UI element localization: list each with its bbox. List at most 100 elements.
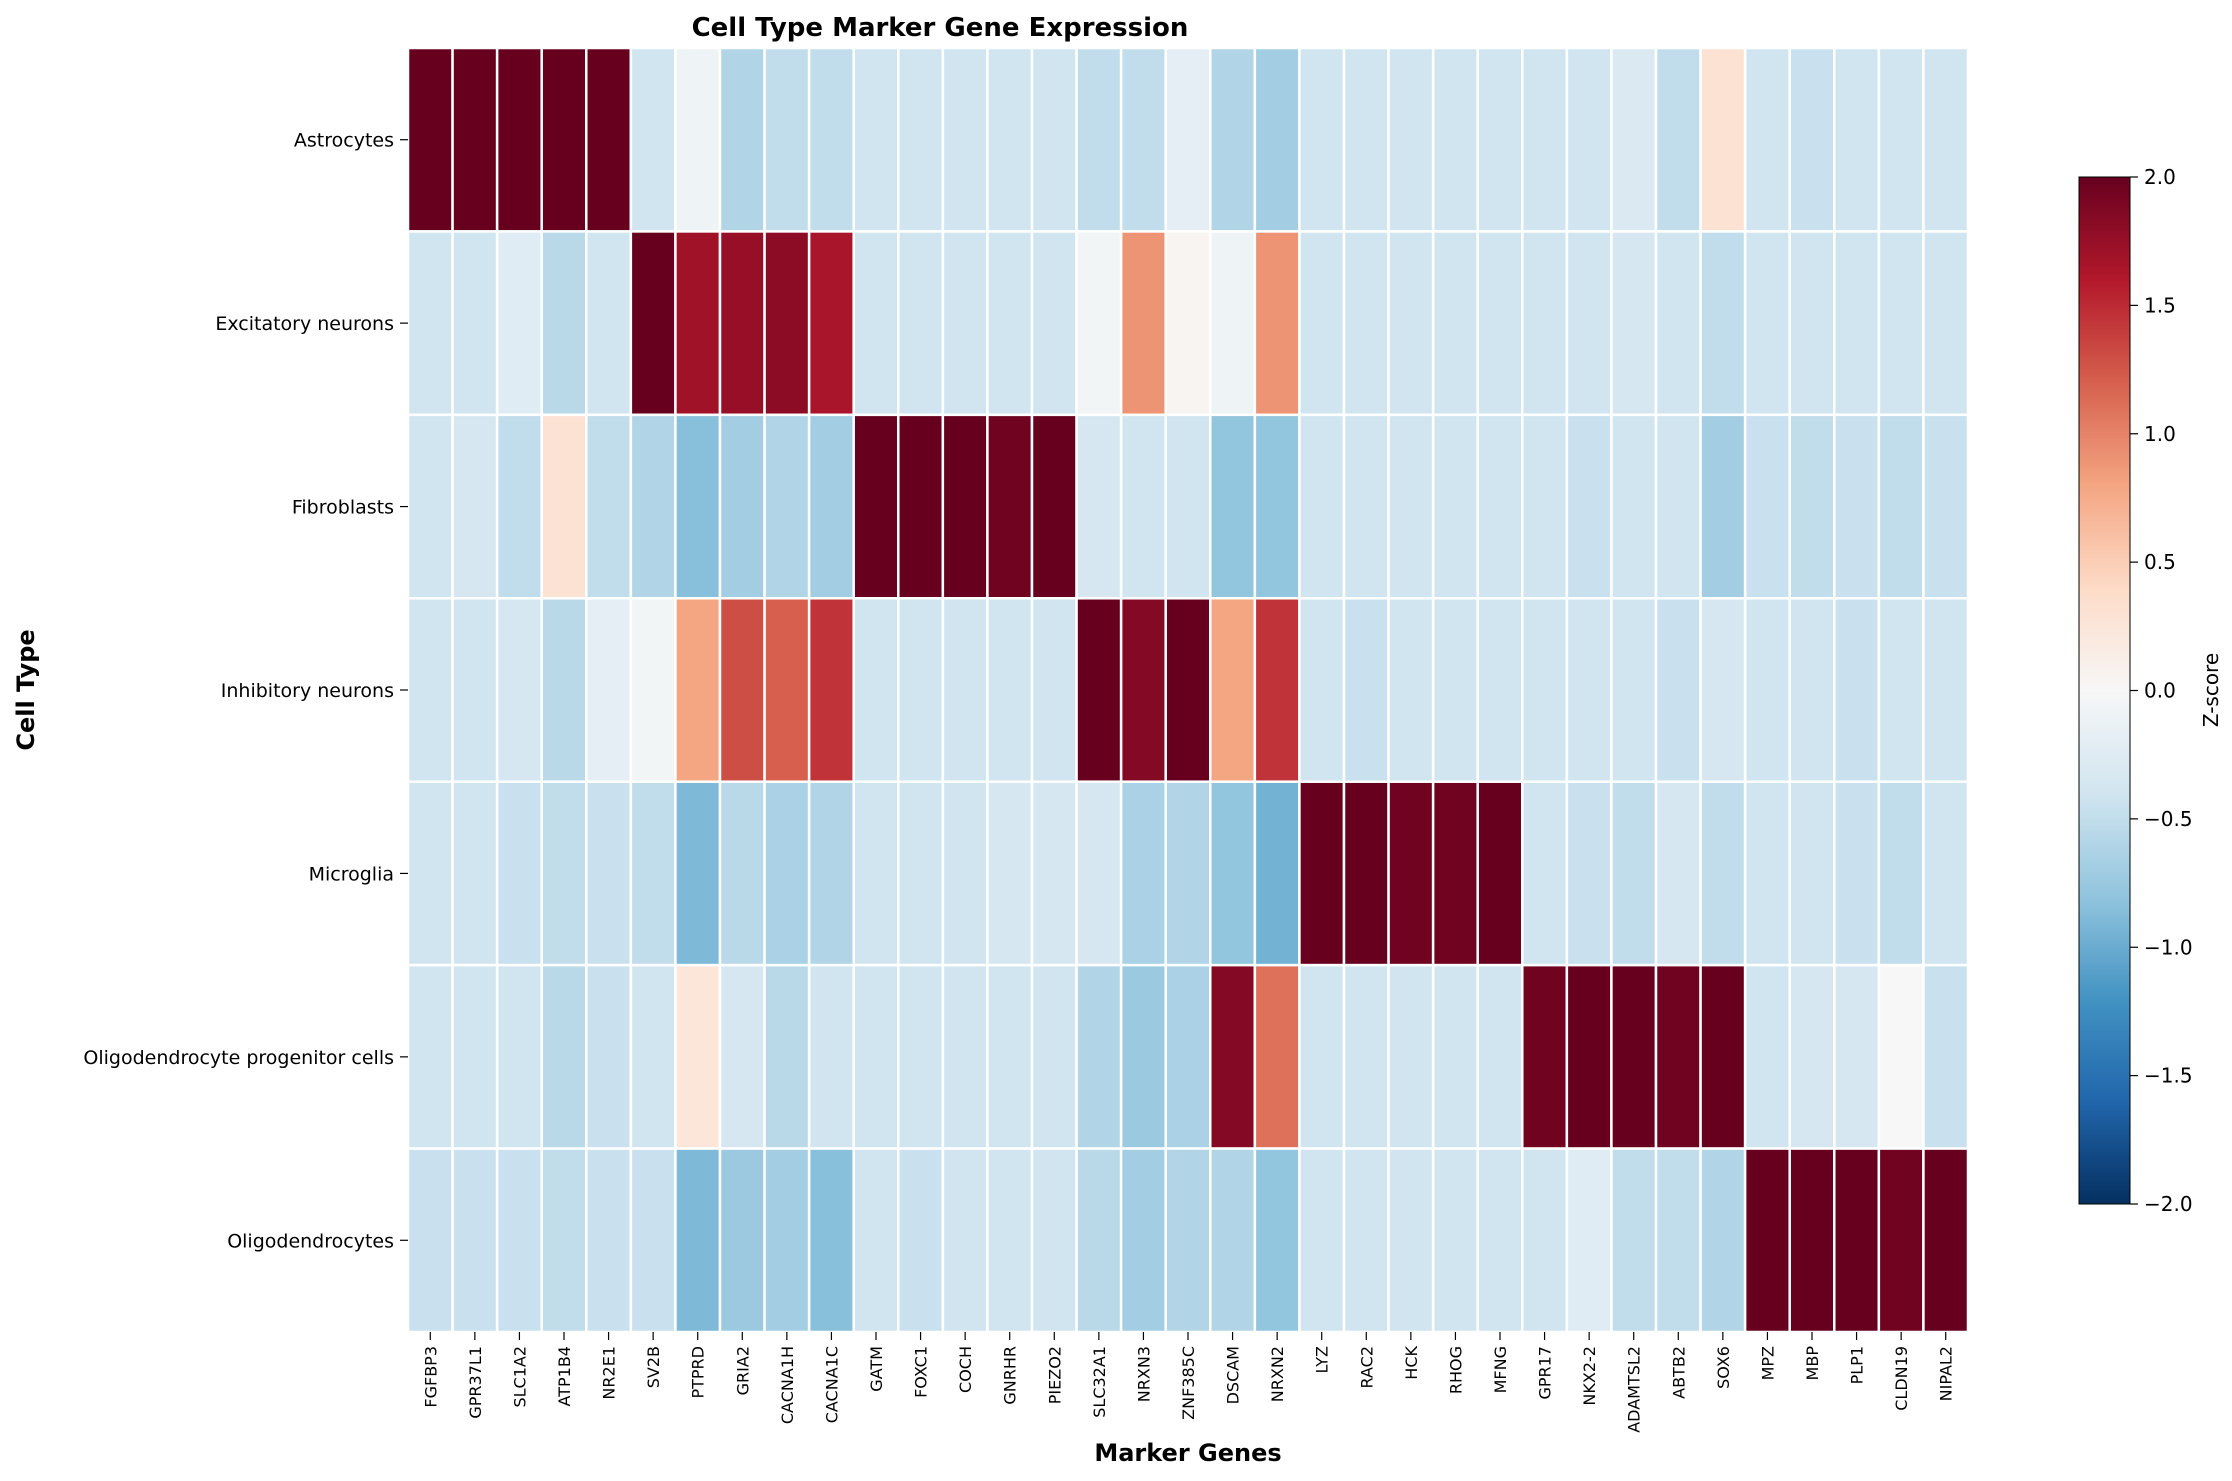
heatmap-cell bbox=[1521, 46, 1569, 233]
heatmap-cell bbox=[718, 963, 766, 1150]
heatmap-cell bbox=[674, 413, 722, 600]
heatmap-cell bbox=[1833, 46, 1881, 233]
heatmap-cell bbox=[1654, 413, 1702, 600]
heatmap-cell bbox=[941, 46, 989, 233]
heatmap-cell bbox=[540, 46, 588, 233]
heatmap-cell bbox=[1833, 230, 1881, 417]
heatmap-cell bbox=[1833, 413, 1881, 600]
heatmap-cell bbox=[1431, 413, 1479, 600]
heatmap-cell bbox=[718, 780, 766, 967]
heatmap-cell bbox=[1030, 597, 1078, 783]
column-label: SLC1A2 bbox=[510, 1346, 529, 1408]
heatmap-cell bbox=[495, 413, 543, 600]
heatmap-cell bbox=[1342, 597, 1390, 783]
y-axis-label: Cell Type bbox=[12, 629, 40, 750]
colorbar-frame bbox=[2078, 176, 2131, 1205]
heatmap-cell bbox=[1877, 780, 1925, 967]
heatmap-cell bbox=[1253, 963, 1301, 1150]
heatmap-cell bbox=[406, 597, 454, 783]
heatmap-cell bbox=[1788, 230, 1836, 417]
heatmap-cell bbox=[1209, 230, 1257, 417]
heatmap-cell bbox=[1342, 780, 1390, 967]
heatmap-cell bbox=[1164, 597, 1212, 783]
heatmap-cell bbox=[1387, 46, 1435, 233]
heatmap-cell bbox=[451, 230, 499, 417]
heatmap-cell bbox=[1699, 1147, 1747, 1334]
heatmap-cell bbox=[1788, 780, 1836, 967]
heatmap-cell bbox=[1342, 46, 1390, 233]
heatmap-cell bbox=[1431, 1147, 1479, 1334]
heatmap-cell bbox=[1922, 963, 1970, 1150]
heatmap-cell bbox=[852, 780, 900, 967]
heatmap-cell bbox=[1030, 1147, 1078, 1334]
heatmap-cell bbox=[1610, 780, 1658, 967]
heatmap-cell bbox=[1877, 1147, 1925, 1334]
heatmap-cell bbox=[986, 963, 1034, 1150]
heatmap-cell bbox=[897, 963, 945, 1150]
heatmap-cell bbox=[1387, 963, 1435, 1150]
heatmap-cell bbox=[1476, 780, 1524, 967]
heatmap-cell bbox=[852, 1147, 900, 1334]
heatmap-cell bbox=[763, 780, 811, 967]
row-label: Oligodendrocyte progenitor cells bbox=[83, 1047, 394, 1069]
heatmap-cell bbox=[1030, 963, 1078, 1150]
heatmap-cell bbox=[1922, 597, 1970, 783]
heatmap-cell bbox=[1922, 780, 1970, 967]
heatmap-cell bbox=[1922, 413, 1970, 600]
heatmap-cell bbox=[585, 413, 633, 600]
heatmap-cell bbox=[1610, 963, 1658, 1150]
heatmap-cell bbox=[807, 780, 855, 967]
heatmap-cell bbox=[1877, 230, 1925, 417]
heatmap-cell bbox=[540, 597, 588, 783]
heatmap-cell bbox=[1030, 230, 1078, 417]
heatmap-cell bbox=[1565, 46, 1613, 233]
chart-title: Cell Type Marker Gene Expression bbox=[692, 13, 1189, 43]
heatmap-cell bbox=[495, 46, 543, 233]
heatmap-cell bbox=[1476, 963, 1524, 1150]
heatmap-cell bbox=[941, 780, 989, 967]
heatmap-cell bbox=[1654, 597, 1702, 783]
heatmap-cell bbox=[941, 963, 989, 1150]
column-label: CACNA1C bbox=[822, 1346, 841, 1423]
column-label: NRXN3 bbox=[1134, 1346, 1153, 1402]
column-label: NR2E1 bbox=[600, 1346, 619, 1400]
heatmap-cell bbox=[1922, 1147, 1970, 1334]
heatmap-cell bbox=[1387, 1147, 1435, 1334]
heatmap-cell bbox=[852, 413, 900, 600]
heatmap-cell bbox=[406, 963, 454, 1150]
heatmap-cell bbox=[1565, 230, 1613, 417]
heatmap-cell bbox=[1119, 230, 1167, 417]
heatmap-cell bbox=[718, 1147, 766, 1334]
heatmap-cell bbox=[763, 413, 811, 600]
heatmap-cell bbox=[1699, 413, 1747, 600]
heatmap-cell bbox=[1788, 46, 1836, 233]
column-label: CACNA1H bbox=[778, 1346, 797, 1424]
heatmap-cell bbox=[852, 230, 900, 417]
heatmap-cell bbox=[1877, 413, 1925, 600]
heatmap-cell bbox=[986, 230, 1034, 417]
heatmap-cell bbox=[1565, 780, 1613, 967]
column-label: COCH bbox=[956, 1346, 975, 1393]
heatmap-cell bbox=[674, 597, 722, 783]
heatmap-cell bbox=[1699, 963, 1747, 1150]
row-label: Oligodendrocytes bbox=[227, 1230, 394, 1252]
heatmap-cell bbox=[1654, 780, 1702, 967]
colorbar-tick-label: −1.0 bbox=[2144, 935, 2193, 959]
heatmap-cell bbox=[1431, 46, 1479, 233]
heatmap-cell bbox=[1431, 780, 1479, 967]
heatmap-cell bbox=[1030, 413, 1078, 600]
heatmap-cell bbox=[1610, 230, 1658, 417]
heatmap-cell bbox=[1342, 963, 1390, 1150]
heatmap-cell bbox=[941, 1147, 989, 1334]
heatmap-cell bbox=[1075, 963, 1123, 1150]
row-label: Astrocytes bbox=[294, 130, 394, 152]
heatmap-cell bbox=[763, 46, 811, 233]
column-label: PTPRD bbox=[689, 1346, 708, 1399]
heatmap-cell bbox=[1476, 597, 1524, 783]
heatmap-cell bbox=[1833, 597, 1881, 783]
heatmap-cell bbox=[629, 1147, 677, 1334]
heatmap-cell bbox=[1119, 413, 1167, 600]
heatmap-cell bbox=[986, 780, 1034, 967]
heatmap-cell bbox=[629, 597, 677, 783]
